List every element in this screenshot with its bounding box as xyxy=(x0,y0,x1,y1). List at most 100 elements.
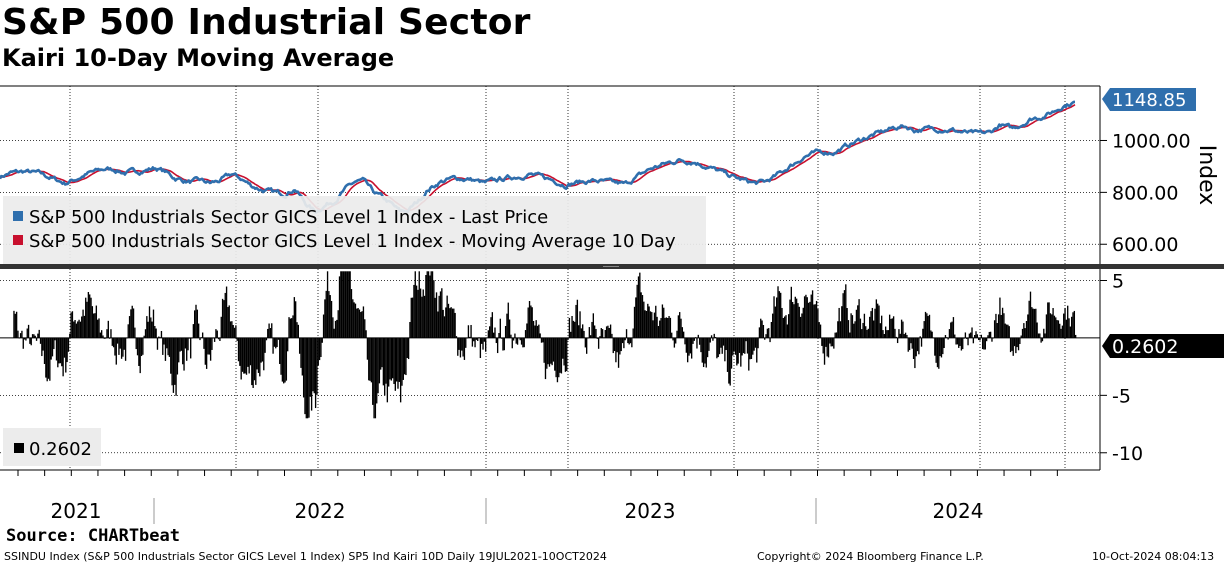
kairi-bar xyxy=(676,330,678,338)
kairi-bar xyxy=(42,337,44,351)
kairi-bar xyxy=(721,337,723,354)
kairi-bar xyxy=(560,337,563,374)
kairi-bar xyxy=(551,337,553,366)
kairi-bar xyxy=(833,337,835,349)
kairi-bar xyxy=(362,306,365,338)
kairi-bar xyxy=(904,332,907,338)
kairi-bar xyxy=(195,304,197,338)
kairi-bar xyxy=(845,284,847,338)
kairi-bar xyxy=(574,321,576,338)
kairi-bar xyxy=(120,337,123,359)
kairi-bar xyxy=(360,312,362,338)
kairi-bar xyxy=(1005,324,1008,338)
kairi-bar xyxy=(690,337,693,359)
kairi-bar xyxy=(920,337,923,347)
kairi-bar xyxy=(162,337,164,355)
kairi-bar xyxy=(718,337,721,355)
kairi-bar xyxy=(23,337,26,340)
kairi-bar xyxy=(976,334,979,338)
kairi-bar xyxy=(608,328,610,338)
kairi-bar xyxy=(942,337,944,355)
kairi-bar xyxy=(988,331,990,338)
kairi-bar xyxy=(263,337,265,371)
kairi-bar xyxy=(791,301,794,338)
kairi-bar xyxy=(352,299,354,338)
kairi-bar xyxy=(298,337,301,354)
kairi-bar xyxy=(154,326,156,338)
kairi-bar xyxy=(987,335,989,338)
kairi-bar xyxy=(939,337,941,357)
kairi-bar xyxy=(547,337,549,365)
kairi-bar xyxy=(46,337,48,382)
kairi-bar xyxy=(249,337,252,366)
kairi-bar xyxy=(741,337,743,356)
kairi-bar xyxy=(692,337,694,344)
kairi-bar xyxy=(180,337,183,351)
kairi-bar xyxy=(425,275,427,338)
kairi-bar xyxy=(322,314,325,338)
kairi-bar xyxy=(899,333,901,338)
kairi-bar xyxy=(807,302,810,338)
kairi-bar xyxy=(1057,320,1060,338)
kairi-bar xyxy=(524,330,527,338)
kairi-bar xyxy=(279,337,281,365)
kairi-bar xyxy=(227,307,229,338)
kairi-bar xyxy=(187,337,189,351)
kairi-bar xyxy=(70,312,72,338)
kairi-bar xyxy=(716,337,718,359)
kairi-bar xyxy=(199,337,201,341)
kairi-bar xyxy=(499,318,501,338)
kairi-bar xyxy=(209,337,212,361)
kairi-bar xyxy=(506,313,508,338)
kairi-bar xyxy=(496,337,499,354)
kairi-bar xyxy=(841,306,843,338)
kairi-bar xyxy=(271,323,273,338)
kairi-bar xyxy=(730,337,733,369)
kairi-bar xyxy=(898,329,900,338)
kairi-bar xyxy=(463,337,466,360)
kairi-bar xyxy=(890,318,892,338)
kairi-bar xyxy=(769,337,771,343)
kairi-bar xyxy=(819,324,822,338)
kairi-bar xyxy=(350,289,353,338)
kairi-bar xyxy=(186,337,188,361)
kairi-bar xyxy=(261,337,264,362)
kairi-bar xyxy=(926,313,928,338)
kairi-bar xyxy=(575,304,577,338)
kairi-bar xyxy=(774,306,777,338)
kairi-bar xyxy=(831,337,834,347)
kairi-bar xyxy=(773,296,775,338)
kairi-bar xyxy=(632,328,634,338)
kairi-bar xyxy=(291,318,293,338)
kairi-bar xyxy=(908,337,911,351)
kairi-bar xyxy=(875,299,878,338)
kairi-bar xyxy=(781,307,783,338)
kairi-bar xyxy=(301,337,303,376)
kairi-bar xyxy=(954,334,956,338)
kairi-bar xyxy=(546,337,548,369)
kairi-bar xyxy=(605,326,608,338)
kairi-bar xyxy=(923,321,925,338)
kairi-bar xyxy=(419,288,422,338)
kairi-bar xyxy=(284,337,286,383)
kairi-bar xyxy=(900,319,903,338)
kairi-bar xyxy=(25,337,27,341)
kairi-bar xyxy=(457,337,459,356)
kairi-bar xyxy=(647,303,649,338)
kairi-bar xyxy=(516,337,519,345)
kairi-bar xyxy=(914,337,916,369)
kairi-bar xyxy=(579,311,581,338)
last-price-tag xyxy=(1102,88,1196,111)
kairi-bar xyxy=(245,337,248,375)
kairi-bar xyxy=(811,290,814,338)
kairi-bar xyxy=(672,337,674,341)
kairi-bar xyxy=(302,337,305,398)
kairi-bar xyxy=(671,332,673,338)
kairi-bar xyxy=(752,337,754,355)
kairi-bar xyxy=(487,330,490,338)
kairi-bar xyxy=(761,320,763,338)
kairi-bar xyxy=(607,325,609,338)
kairi-bar xyxy=(780,292,782,338)
kairi-bar xyxy=(178,337,180,363)
kairi-bar xyxy=(267,328,269,338)
